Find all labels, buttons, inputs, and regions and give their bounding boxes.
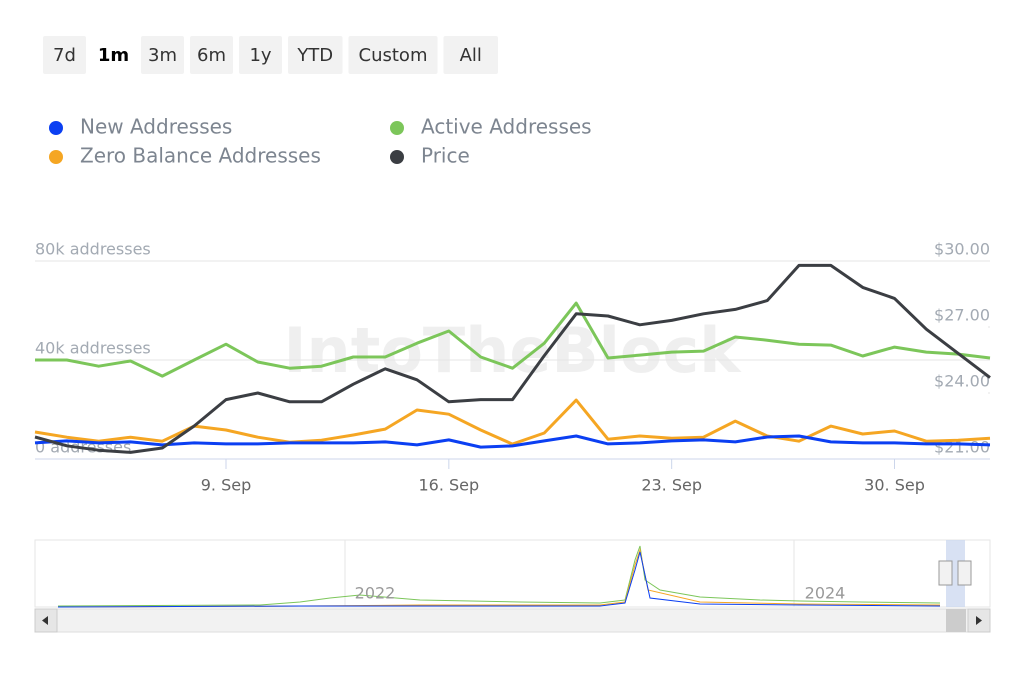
legend-marker [49, 121, 63, 135]
plot-area [34, 263, 991, 454]
x-tick-label: 23. Sep [641, 476, 702, 495]
range-button-label[interactable]: 6m [197, 45, 226, 66]
legend-marker [390, 121, 404, 135]
x-tick-label: 30. Sep [864, 476, 925, 495]
series-line [34, 434, 991, 449]
range-button[interactable] [43, 36, 86, 74]
y2-tick-label: $24.00 [934, 372, 990, 391]
navigator-line [57, 545, 941, 607]
navigator-selection[interactable] [946, 540, 965, 607]
y-tick-label: 40k addresses [35, 339, 151, 358]
range-button[interactable] [288, 36, 343, 74]
legend-marker [390, 150, 404, 164]
legend-label[interactable]: Price [421, 144, 470, 168]
navigator-label: 2024 [805, 584, 846, 603]
legend-label[interactable]: Zero Balance Addresses [80, 144, 321, 168]
navigator-line [57, 548, 941, 608]
range-button-label[interactable]: Custom [359, 45, 428, 66]
x-tick-label: 16. Sep [418, 476, 479, 495]
legend-marker [49, 150, 63, 164]
legend-label[interactable]: Active Addresses [421, 115, 592, 139]
range-button[interactable] [348, 36, 438, 74]
legend-label[interactable]: New Addresses [80, 115, 232, 139]
range-button[interactable] [141, 36, 184, 74]
range-button-label[interactable]: 7d [53, 45, 76, 66]
navigator-handle[interactable] [938, 560, 953, 586]
navigator-frame [34, 539, 991, 608]
range-button[interactable] [443, 36, 499, 74]
x-tick-label: 9. Sep [201, 476, 252, 495]
navigator-label: 2022 [355, 584, 396, 603]
navigator: 2022 2024 [34, 539, 991, 633]
navigator-line [57, 551, 941, 608]
legend: New Addresses Zero Balance Addresses Activ… [49, 115, 592, 168]
scroll-thumb[interactable] [946, 609, 966, 632]
series-line [35, 301, 991, 378]
range-button-label[interactable]: 1y [249, 45, 271, 66]
range-button[interactable] [190, 36, 233, 74]
y2-tick-label: $21.00 [934, 438, 990, 457]
range-button[interactable] [239, 36, 282, 74]
range-button-label[interactable]: 3m [148, 45, 177, 66]
y-tick-label: 80k addresses [35, 240, 151, 259]
range-selector: 7d 1m 3m 6m 1y YTD Custom All [43, 36, 498, 74]
navigator-handle[interactable] [957, 560, 972, 586]
scrollbar[interactable] [34, 608, 991, 633]
range-button-label[interactable]: All [460, 45, 482, 66]
series-line [34, 263, 991, 454]
y2-tick-label: $27.00 [934, 306, 990, 325]
arrow-icon [42, 616, 48, 625]
range-button-label[interactable]: YTD [296, 45, 333, 66]
watermark: IntoTheBlock [283, 314, 742, 387]
y2-tick-label: $30.00 [934, 240, 990, 259]
range-button-label[interactable]: 1m [98, 45, 129, 66]
arrow-icon [976, 616, 982, 625]
